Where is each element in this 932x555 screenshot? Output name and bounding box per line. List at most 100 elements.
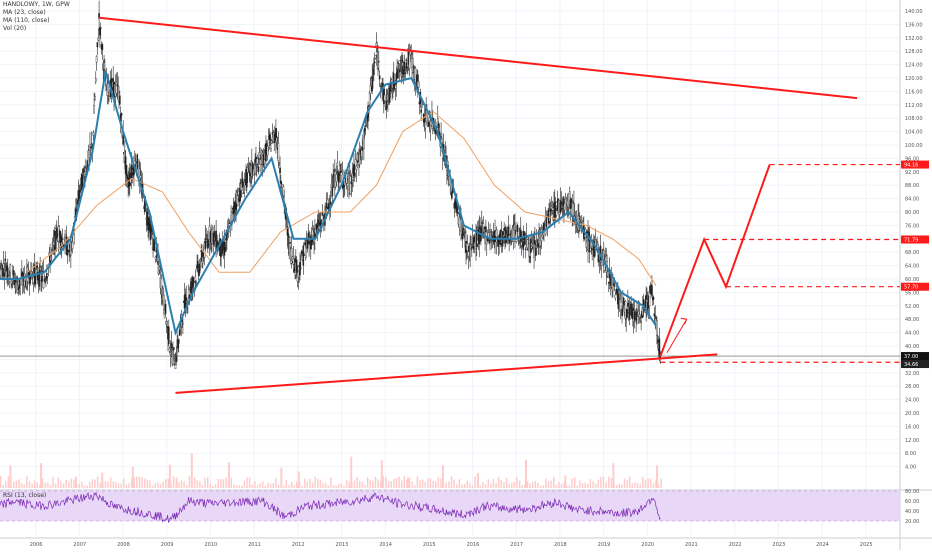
volume-bar	[600, 477, 602, 488]
volume-bar	[39, 484, 41, 488]
volume-bar	[540, 486, 542, 488]
volume-bar	[293, 485, 295, 488]
volume-bar	[490, 484, 492, 488]
volume-bar	[506, 478, 508, 488]
candle-body	[20, 279, 21, 284]
candle-body	[206, 240, 207, 242]
rsi-band	[0, 491, 900, 521]
candle-body	[258, 167, 259, 172]
price-tick-label: 144.00	[905, 0, 923, 2]
price-tick-label: 16.00	[905, 424, 919, 430]
volume-bar	[346, 480, 348, 488]
volume-bar	[414, 485, 416, 488]
volume-bar	[401, 481, 403, 488]
candle-body	[4, 273, 5, 276]
candle-body	[62, 239, 63, 240]
candle-body	[556, 211, 557, 215]
volume-bar	[556, 485, 558, 488]
volume-bar	[215, 484, 217, 488]
candle-body	[565, 197, 566, 198]
candle-body	[269, 134, 270, 139]
candle-body	[207, 239, 208, 248]
volume-bar	[288, 485, 290, 488]
price-tick-label: 4.00	[905, 465, 916, 471]
volume-bar	[278, 485, 280, 488]
candle-body	[412, 58, 413, 72]
candle-body	[365, 126, 366, 127]
candle-body	[212, 227, 213, 233]
volume-bar	[566, 486, 568, 488]
candle-body	[579, 220, 580, 221]
candle-body	[626, 309, 627, 317]
volume-bar	[590, 479, 592, 488]
candle-body	[301, 251, 302, 253]
volume-bar	[563, 482, 565, 488]
candle-body	[391, 80, 392, 82]
candle-body	[440, 134, 441, 136]
volume-bar	[5, 482, 7, 488]
volume-bar	[503, 482, 505, 488]
candle-body	[280, 181, 281, 183]
time-tick-label: 2009	[161, 542, 174, 548]
candle-body	[200, 265, 201, 266]
candle-body	[328, 200, 329, 202]
rsi-tick-label: 40.00	[905, 509, 919, 515]
volume-bar	[527, 481, 529, 488]
volume-bar	[477, 481, 479, 488]
time-tick-label: 2020	[641, 542, 654, 548]
price-tick-label: 112.00	[905, 103, 923, 109]
volume-bar	[377, 479, 379, 488]
volume-bar	[202, 485, 204, 488]
price-tick-label: 32.00	[905, 371, 919, 377]
volume-bar	[120, 484, 122, 488]
volume-bar	[548, 481, 550, 488]
time-tick-label: 2012	[292, 542, 305, 548]
time-tick-label: 2017	[510, 542, 523, 548]
volume-bar	[349, 482, 351, 488]
candle-body	[655, 317, 656, 318]
volume-bar	[343, 486, 345, 488]
candle-body	[459, 217, 460, 227]
candle-body	[508, 227, 509, 236]
volume-bar	[637, 483, 639, 488]
volume-bar	[107, 482, 109, 488]
candle-body	[601, 262, 602, 265]
volume-bar	[621, 485, 623, 488]
volume-bar	[71, 478, 73, 488]
candle-body	[379, 76, 380, 79]
volume-bar	[196, 480, 198, 488]
candle-body	[656, 320, 657, 335]
volume-bar	[553, 477, 555, 488]
volume-bar	[79, 484, 81, 488]
candle-body	[481, 223, 482, 224]
candle-body	[208, 244, 209, 245]
volume-bar	[493, 479, 495, 488]
volume-bar	[372, 481, 374, 488]
volume-bar	[435, 482, 437, 488]
candle-body	[304, 255, 305, 256]
price-tick-label: 20.00	[905, 411, 919, 417]
candle-body	[171, 343, 172, 348]
candle-body	[573, 204, 574, 216]
rsi-tick-label: 20.00	[905, 519, 919, 525]
candle-body	[89, 144, 90, 154]
volume-bar	[582, 483, 584, 488]
volume-bar	[495, 483, 497, 488]
candle-body	[374, 62, 375, 63]
candle-body	[169, 348, 170, 351]
candle-body	[552, 208, 553, 210]
candle-body	[657, 340, 658, 342]
candle-body	[41, 276, 42, 281]
volume-bar	[68, 482, 70, 488]
candle-body	[100, 28, 101, 29]
candle-body	[79, 190, 80, 192]
candle-body	[137, 155, 138, 169]
price-tick-label: 40.00	[905, 344, 919, 350]
candle-body	[625, 301, 626, 318]
candle-body	[372, 77, 373, 90]
candle-body	[182, 323, 183, 324]
candle-body	[490, 232, 491, 233]
volume-bar	[430, 478, 432, 488]
